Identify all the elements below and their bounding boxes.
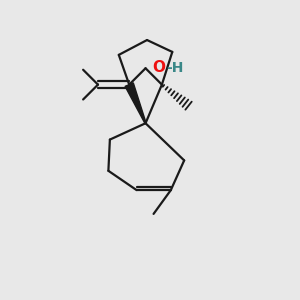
Text: O: O — [152, 60, 165, 75]
Polygon shape — [125, 83, 146, 124]
Text: -H: -H — [166, 61, 183, 75]
